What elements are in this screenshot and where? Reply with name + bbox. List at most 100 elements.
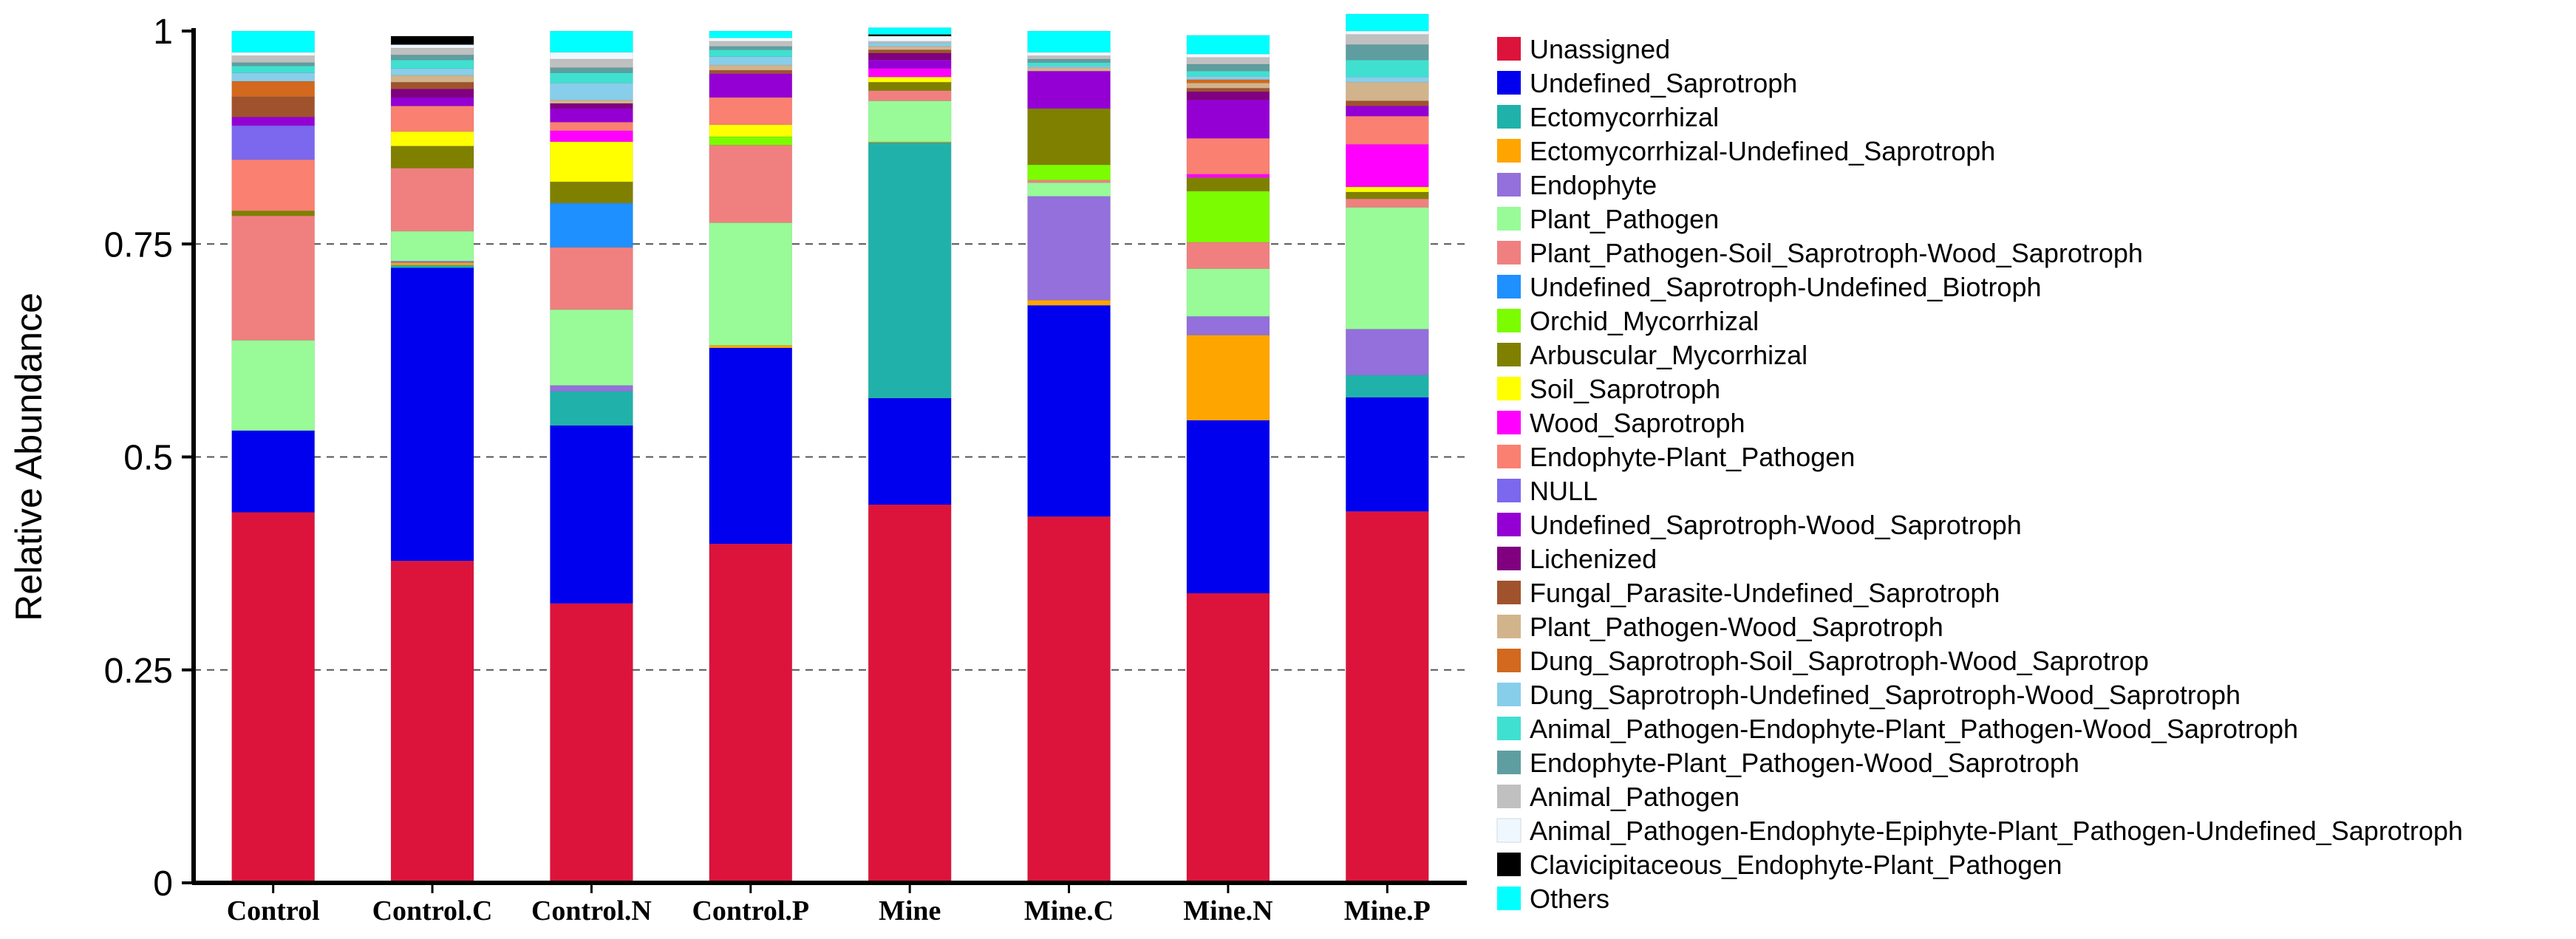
legend: Unassigned Undefined_Saprotroph Ectomycorr… <box>1496 34 2463 914</box>
legend-label: Endophyte-Plant_Pathogen <box>1530 442 1855 472</box>
bar-segment <box>1186 268 1270 317</box>
bar-segment <box>390 264 474 268</box>
bar-segment <box>550 122 633 132</box>
bar-segment <box>1186 64 1270 72</box>
bar-segment <box>868 68 952 78</box>
bar-segment <box>1346 397 1429 512</box>
bar-segment <box>390 81 474 89</box>
bar-segment <box>231 125 315 160</box>
bar-segment <box>550 58 633 68</box>
legend-swatch <box>1497 853 1521 876</box>
bar-segment <box>1346 59 1429 78</box>
bar-segment <box>1346 76 1429 83</box>
y-tick-label: 0.25 <box>104 652 173 691</box>
bar-segment <box>1027 108 1111 165</box>
legend-label: Arbuscular_Mycorrhizal <box>1530 340 1807 370</box>
legend-label: Endophyte <box>1530 170 1657 200</box>
bar-segment <box>550 100 633 104</box>
bar-segment <box>1186 87 1270 92</box>
bar-segment <box>1186 79 1270 83</box>
bar-segment <box>550 72 633 83</box>
bar-segment <box>1346 13 1429 32</box>
bar-segment <box>390 262 474 266</box>
bar-segment <box>868 52 952 61</box>
bar-segment <box>709 222 793 346</box>
bar-segment <box>1186 75 1270 81</box>
bar-segment <box>231 215 315 341</box>
bar-segment <box>1346 198 1429 208</box>
bar-segment <box>550 30 633 53</box>
bar-segment <box>709 145 793 223</box>
x-tick-label: Mine <box>879 895 941 926</box>
bar-segment <box>1027 516 1111 884</box>
bar-segment <box>390 44 474 49</box>
bar-segment <box>390 261 474 263</box>
legend-label: Dung_Saprotroph-Undefined_Saprotroph-Woo… <box>1530 680 2241 710</box>
bar-segment <box>1346 207 1429 329</box>
bar-segment <box>868 504 952 884</box>
bar-segment <box>231 30 315 53</box>
legend-label: Animal_Pathogen <box>1530 782 1740 812</box>
y-tick-label: 1 <box>153 13 173 52</box>
legend-label: Unassigned <box>1530 34 1670 64</box>
bar-segment <box>709 37 793 42</box>
legend-swatch <box>1497 547 1521 570</box>
x-tick-label: Mine.C <box>1024 895 1114 926</box>
bar-segment <box>231 340 315 431</box>
bar-segment <box>709 30 793 38</box>
legend-swatch <box>1497 309 1521 332</box>
bar-segment <box>231 159 315 211</box>
legend-swatch <box>1497 649 1521 672</box>
bar-segment <box>868 100 952 143</box>
bar-segment <box>709 64 793 71</box>
bar-segment <box>709 56 793 66</box>
bar-segment <box>390 68 474 76</box>
bar-segment <box>1346 329 1429 376</box>
bar-segment <box>868 34 952 37</box>
y-tick-label: 0.75 <box>104 225 173 264</box>
bar-segment <box>868 42 952 47</box>
bar-segment <box>1346 81 1429 101</box>
legend-swatch <box>1497 683 1521 706</box>
bar-segment <box>1346 30 1429 35</box>
bar-segment <box>709 73 793 98</box>
legend-label: NULL <box>1530 476 1598 506</box>
bar-segment <box>1027 304 1111 517</box>
legend-label: Soil_Saprotroph <box>1530 374 1720 404</box>
bar-segment <box>1346 34 1429 45</box>
bar-segment <box>1027 300 1111 306</box>
legend-label: Undefined_Saprotroph <box>1530 68 1797 98</box>
bar-segment <box>709 46 793 50</box>
x-tick-label: Mine.P <box>1344 895 1431 926</box>
legend-label: Orchid_Mycorrhizal <box>1530 306 1759 336</box>
bar-segment <box>550 67 633 73</box>
legend-label: Lichenized <box>1530 544 1657 574</box>
legend-swatch <box>1497 173 1521 197</box>
bar-segment <box>390 131 474 146</box>
bar-segment <box>868 59 952 69</box>
bar-segment <box>390 47 474 55</box>
legend-swatch <box>1497 513 1521 536</box>
axes: 0 0.25 0.5 0.75 1 Control Control.C Control.N Co… <box>104 13 1467 926</box>
bar-segment <box>390 106 474 132</box>
bar-segment <box>1186 174 1270 178</box>
legend-label: Wood_Saprotroph <box>1530 408 1745 438</box>
bar-segment <box>231 512 315 884</box>
bar-segment <box>550 391 633 426</box>
legend-label: Dung_Saprotroph-Soil_Saprotroph-Wood_Sap… <box>1530 646 2149 676</box>
legend-label: Undefined_Saprotroph-Undefined_Biotroph <box>1530 272 2042 302</box>
bar-segment <box>709 97 793 126</box>
bar-segment <box>709 136 793 146</box>
bar-segment <box>550 425 633 604</box>
legend-label: Fungal_Parasite-Undefined_Saprotroph <box>1530 578 2000 608</box>
legend-swatch <box>1497 479 1521 502</box>
bar-segment <box>550 309 633 386</box>
bar-segment <box>390 89 474 98</box>
bar-segment <box>550 181 633 204</box>
bar-segment <box>1186 242 1270 269</box>
bar-segment <box>1027 65 1111 68</box>
bar-segment <box>1027 67 1111 72</box>
legend-swatch <box>1497 207 1521 231</box>
bar-segment <box>231 96 315 117</box>
